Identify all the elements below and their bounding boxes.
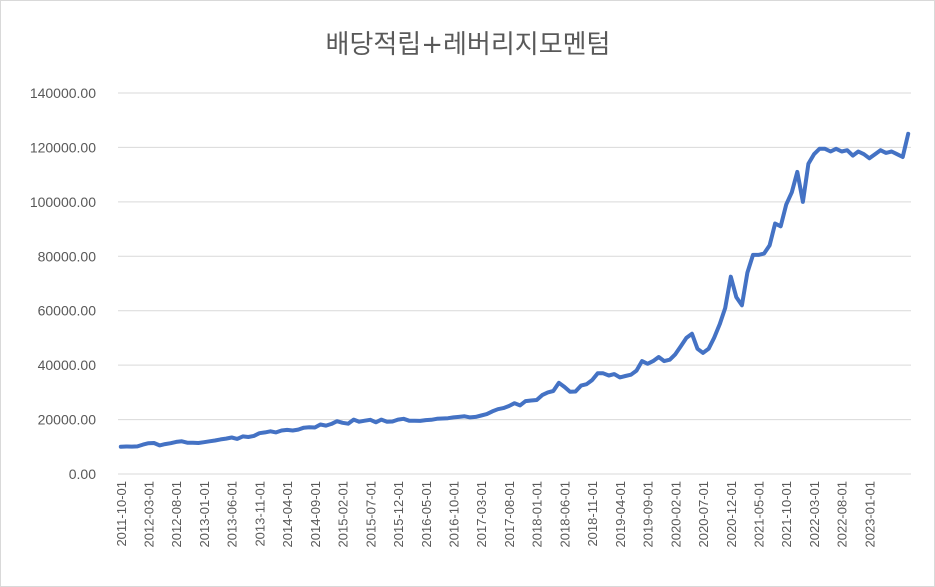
y-tick-label: 20000.00 [38, 412, 97, 428]
x-tick-label: 2012-03-01 [142, 481, 157, 548]
x-tick-label: 2015-12-01 [391, 481, 406, 548]
x-tick-label: 2016-05-01 [419, 481, 434, 548]
series-layer [118, 131, 911, 449]
x-tick-label: 2013-11-01 [252, 481, 267, 547]
y-tick-label: 0.00 [69, 466, 96, 482]
x-tick-label: 2019-04-01 [613, 481, 628, 548]
x-tick-label: 2020-07-01 [696, 481, 711, 548]
x-tick-label: 2021-10-01 [779, 481, 794, 548]
x-tick-label: 2022-03-01 [807, 481, 822, 548]
y-tick-label: 140000.00 [30, 85, 96, 101]
x-tick-label: 2018-11-01 [585, 481, 600, 547]
x-tick-label: 2020-02-01 [668, 481, 683, 548]
x-tick-label: 2018-01-01 [530, 481, 545, 548]
x-tick-label: 2015-07-01 [363, 481, 378, 548]
x-tick-label: 2018-06-01 [557, 481, 572, 548]
x-tick-label: 2017-08-01 [502, 481, 517, 548]
x-tick-label: 2017-03-01 [474, 481, 489, 548]
x-tick-label: 2023-01-01 [862, 481, 877, 548]
x-tick-label: 2021-05-01 [752, 481, 767, 548]
gridlines [118, 92, 911, 475]
chart-title: 배당적립+레버리지모멘텀 [326, 30, 611, 60]
x-tick-label: 2020-12-01 [724, 481, 739, 548]
y-tick-label: 100000.00 [30, 194, 96, 210]
x-tick-label: 2016-10-01 [447, 481, 462, 548]
series-line [118, 131, 911, 449]
y-axis-labels: 0.00 20000.00 40000.00 60000.00 80000.00 1000… [30, 85, 96, 482]
x-tick-label: 2014-09-01 [308, 481, 323, 548]
y-tick-label: 80000.00 [38, 248, 97, 264]
x-tick-label: 2022-08-01 [835, 481, 850, 548]
x-tick-label: 2015-02-01 [336, 481, 351, 548]
x-axis-labels: 2011-10-01 2012-03-01 2012-08-01 2013-01-01… [114, 481, 878, 548]
x-tick-label: 2019-09-01 [641, 481, 656, 548]
x-tick-label: 2012-08-01 [169, 481, 184, 548]
y-tick-label: 120000.00 [30, 139, 96, 155]
x-tick-label: 2013-06-01 [225, 481, 240, 548]
y-tick-label: 40000.00 [38, 357, 97, 373]
x-tick-label: 2011-10-01 [114, 481, 129, 547]
x-tick-label: 2014-04-01 [280, 481, 295, 548]
x-tick-label: 2013-01-01 [197, 481, 212, 548]
y-tick-label: 60000.00 [38, 303, 97, 319]
